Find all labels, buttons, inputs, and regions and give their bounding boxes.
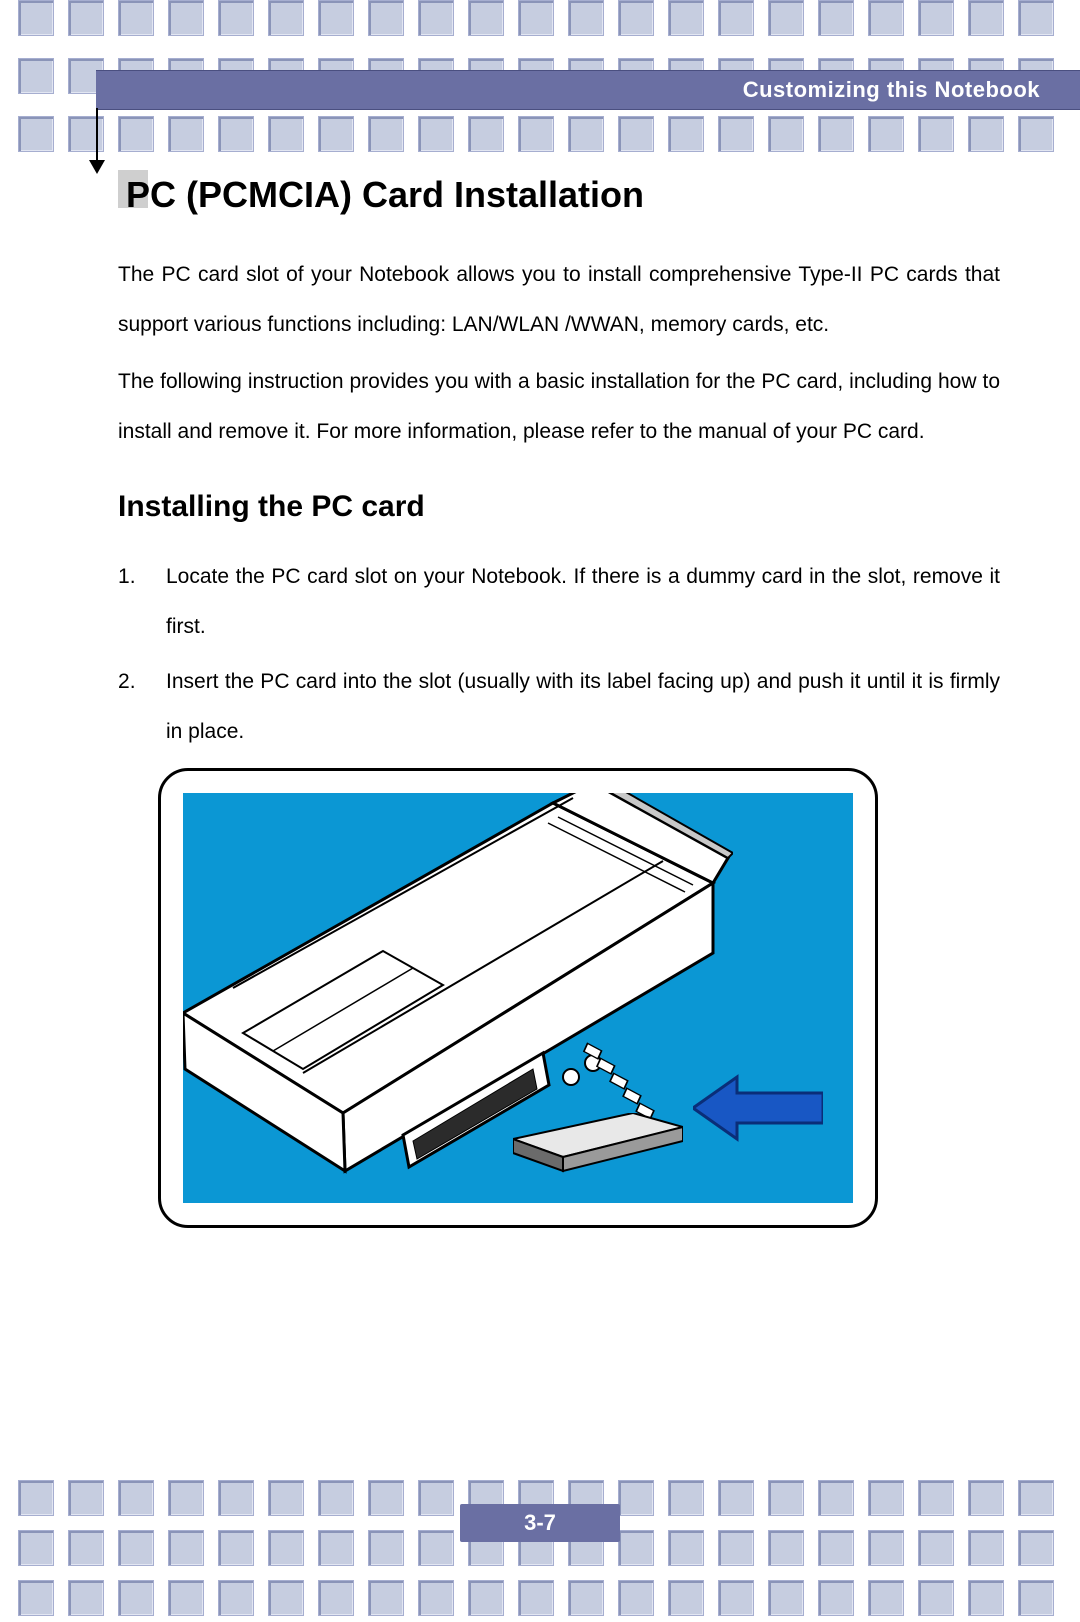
figure-background	[183, 793, 853, 1203]
intro-paragraph-1: The PC card slot of your Notebook allows…	[118, 250, 1000, 349]
chapter-title: Customizing this Notebook	[743, 77, 1040, 103]
page-number: 3-7	[524, 1510, 556, 1536]
intro-paragraph-2: The following instruction provides you w…	[118, 357, 1000, 456]
page-content: PC (PCMCIA) Card Installation The PC car…	[118, 170, 1000, 1462]
page-number-pill: 3-7	[460, 1504, 620, 1542]
steps-list: Locate the PC card slot on your Notebook…	[118, 552, 1000, 756]
chapter-header-bar: Customizing this Notebook	[96, 70, 1080, 110]
figure-frame	[158, 768, 878, 1228]
header-pointer-arrow-icon	[89, 160, 105, 174]
pc-card-icon	[513, 1113, 683, 1161]
subheading: Installing the PC card	[118, 490, 1000, 524]
page-title: PC (PCMCIA) Card Installation	[126, 170, 1000, 216]
step-1: Locate the PC card slot on your Notebook…	[118, 552, 1000, 651]
step-2: Insert the PC card into the slot (usuall…	[118, 657, 1000, 756]
decor-grid-bottom	[0, 1462, 1080, 1622]
insert-arrow-icon	[693, 1073, 823, 1143]
header-pointer-line	[96, 108, 98, 166]
